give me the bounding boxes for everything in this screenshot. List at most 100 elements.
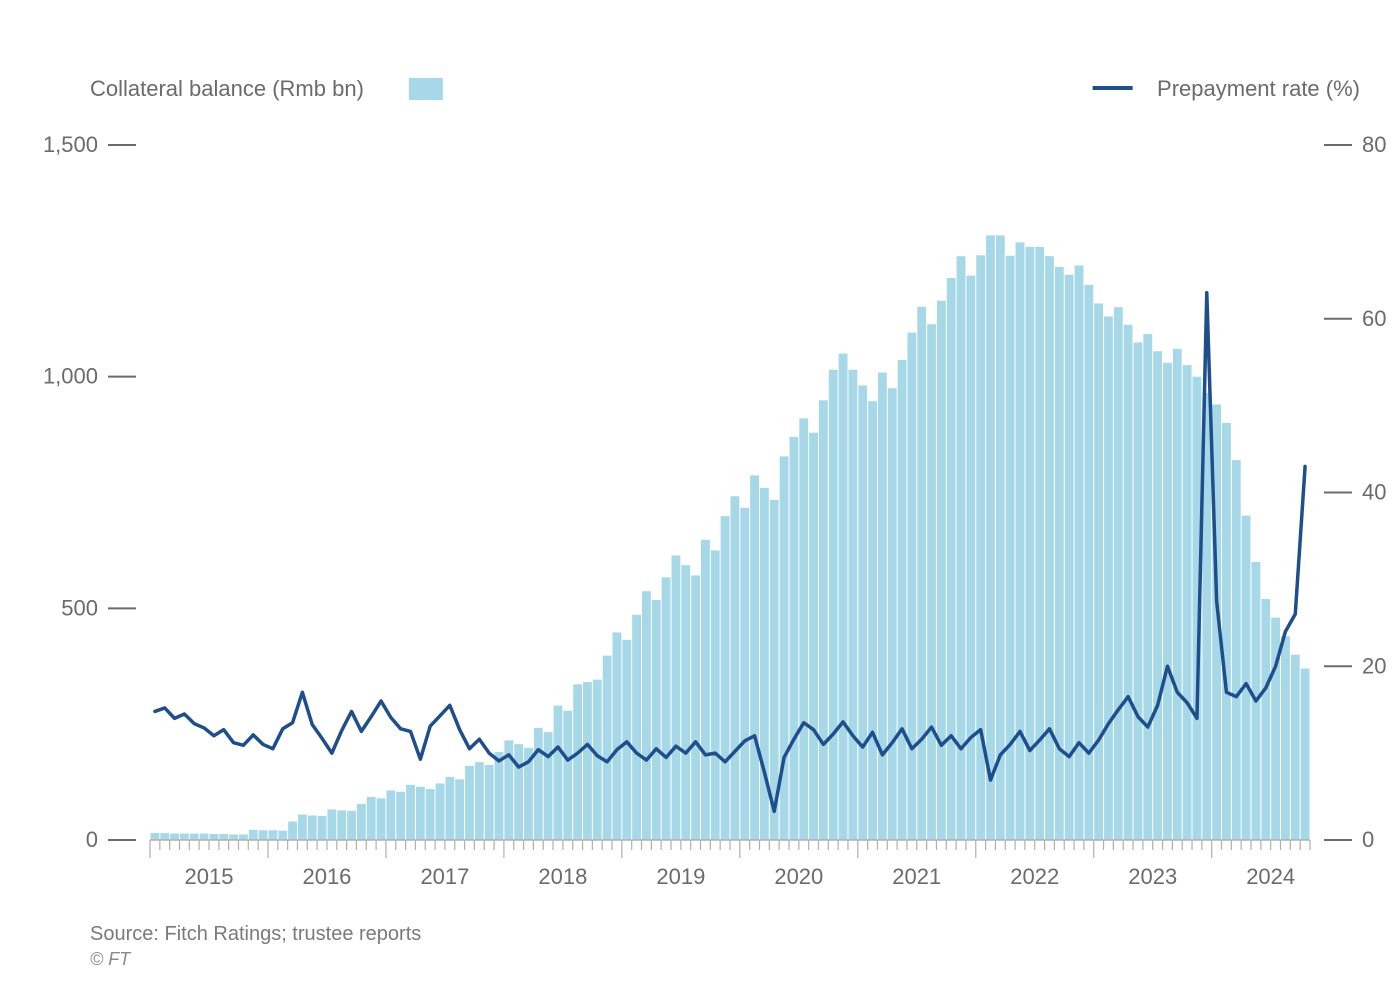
collateral-bar [603, 656, 612, 840]
collateral-bar [868, 401, 877, 840]
collateral-bar [1035, 247, 1044, 840]
collateral-bar [848, 370, 857, 840]
x-axis-year-label: 2021 [892, 864, 941, 889]
collateral-bar [396, 792, 405, 840]
collateral-bar [691, 575, 700, 840]
collateral-bar [947, 278, 956, 840]
collateral-bar [652, 600, 661, 840]
collateral-bar [1153, 351, 1162, 840]
collateral-bar [544, 732, 553, 840]
collateral-bar [731, 496, 740, 840]
collateral-bar [1006, 256, 1015, 840]
collateral-bar [151, 833, 160, 840]
collateral-bar [740, 508, 749, 840]
collateral-bar [750, 475, 759, 840]
collateral-bar [1134, 342, 1143, 840]
x-axis-year-label: 2023 [1128, 864, 1177, 889]
collateral-bar [1261, 599, 1270, 840]
collateral-bar [927, 324, 936, 840]
collateral-bar [357, 804, 366, 840]
collateral-bar [327, 809, 336, 840]
collateral-bar [1045, 256, 1054, 840]
legend-line-label: Prepayment rate (%) [1157, 76, 1360, 101]
collateral-bar [711, 550, 720, 840]
collateral-bar [337, 810, 346, 840]
collateral-bar [239, 834, 248, 840]
collateral-bar [219, 834, 228, 840]
collateral-bar [278, 831, 287, 840]
legend-bar-label: Collateral balance (Rmb bn) [90, 76, 364, 101]
collateral-bar [180, 834, 189, 840]
collateral-bar [701, 540, 710, 840]
x-axis-year-label: 2017 [420, 864, 469, 889]
collateral-bar [475, 762, 484, 840]
x-axis-year-label: 2019 [656, 864, 705, 889]
collateral-bar [563, 711, 572, 840]
collateral-bar [888, 388, 897, 840]
collateral-bar [583, 682, 592, 840]
collateral-bar [593, 680, 602, 840]
prepayment-line [155, 293, 1305, 812]
collateral-bar [799, 418, 808, 840]
collateral-bar [1222, 423, 1231, 840]
collateral-bar [1016, 242, 1025, 840]
collateral-bar [229, 834, 238, 840]
collateral-bar [1084, 285, 1093, 840]
collateral-bar [632, 615, 641, 840]
collateral-bar [259, 830, 268, 840]
source-text: Source: Fitch Ratings; trustee reports [90, 923, 421, 946]
collateral-bar [288, 821, 297, 840]
collateral-bar [190, 834, 199, 840]
collateral-bar [445, 777, 454, 840]
right-axis-tick-label: 40 [1362, 480, 1386, 505]
collateral-bar [957, 256, 966, 840]
collateral-bar [1281, 636, 1290, 840]
collateral-bar [170, 834, 179, 840]
collateral-bar [1173, 349, 1182, 840]
legend-bar-swatch [409, 78, 443, 100]
collateral-bar [318, 816, 327, 840]
x-axis-year-label: 2015 [185, 864, 234, 889]
left-axis-tick-label: 0 [86, 827, 98, 852]
collateral-bar [406, 785, 415, 840]
collateral-bar [534, 728, 543, 840]
collateral-bar [160, 833, 169, 840]
collateral-bar [465, 766, 474, 840]
collateral-bar [200, 834, 209, 840]
collateral-bar [1124, 325, 1133, 840]
collateral-bar [966, 276, 975, 840]
collateral-bar [681, 565, 690, 840]
collateral-bar [308, 815, 317, 840]
right-axis-tick-label: 60 [1362, 306, 1386, 331]
chart-svg: 05001,0001,50002040608020152016201720182… [0, 0, 1400, 1000]
collateral-bar [485, 765, 494, 840]
collateral-bar [268, 830, 277, 840]
collateral-bar [672, 556, 681, 840]
collateral-bar [367, 797, 376, 840]
collateral-bar [455, 779, 464, 840]
collateral-bar [1183, 365, 1192, 840]
collateral-bar [1143, 334, 1152, 840]
collateral-bar [436, 783, 445, 840]
copyright-text: © FT [90, 949, 130, 970]
x-axis-year-label: 2018 [538, 864, 587, 889]
collateral-bar [898, 360, 907, 840]
right-axis-tick-label: 80 [1362, 132, 1386, 157]
left-axis-tick-label: 1,500 [43, 132, 98, 157]
x-axis-year-label: 2024 [1246, 864, 1295, 889]
collateral-bar [1163, 363, 1172, 840]
collateral-bar [1242, 516, 1251, 840]
x-axis-year-label: 2020 [774, 864, 823, 889]
collateral-bar [642, 591, 651, 840]
collateral-bar [209, 834, 218, 840]
collateral-bar [1075, 265, 1084, 840]
collateral-bar [613, 632, 622, 840]
collateral-bar [839, 354, 848, 841]
chart-container: 05001,0001,50002040608020152016201720182… [0, 0, 1400, 1000]
collateral-bar [554, 706, 563, 840]
collateral-bar [878, 372, 887, 840]
collateral-bar [907, 333, 916, 840]
collateral-bar [495, 752, 504, 840]
x-axis-year-label: 2022 [1010, 864, 1059, 889]
collateral-bar [1291, 655, 1300, 840]
